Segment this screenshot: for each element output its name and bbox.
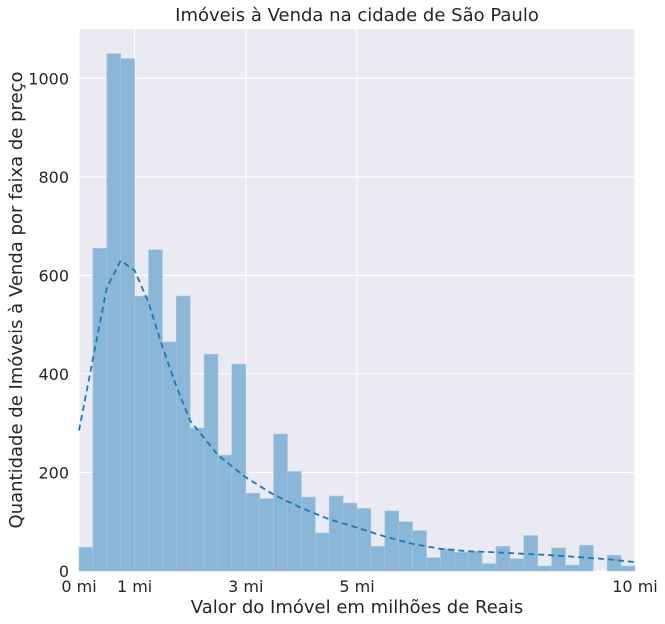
- histogram-bar: [537, 565, 552, 572]
- x-axis-label: Valor do Imóvel em milhões de Reais: [191, 597, 523, 618]
- y-tick-label: 200: [38, 463, 69, 482]
- y-tick-label: 400: [38, 365, 69, 384]
- histogram-bar: [342, 502, 358, 572]
- y-tick-label: 0: [59, 562, 69, 581]
- x-tick-label: 3 mi: [228, 577, 263, 596]
- histogram-bar: [189, 427, 205, 572]
- histogram-bar: [78, 547, 94, 572]
- histogram-bar: [106, 53, 122, 572]
- histogram-bar: [509, 558, 525, 572]
- y-tick-label: 800: [38, 168, 69, 187]
- histogram-bar: [495, 546, 511, 572]
- histogram-bar: [370, 546, 386, 572]
- x-tick-label: 1 mi: [117, 577, 152, 596]
- x-tick-label: 10 mi: [612, 577, 657, 596]
- y-axis-label: Quantidade de Imóveis à Venda por faixa …: [6, 72, 27, 529]
- histogram-bar: [412, 530, 427, 572]
- histogram-bar: [287, 471, 302, 572]
- histogram-bar: [356, 508, 372, 572]
- histogram-bar: [440, 548, 455, 572]
- histogram-bar: [92, 247, 108, 572]
- histogram-bar: [120, 58, 135, 572]
- histogram-bar: [176, 295, 191, 572]
- histogram-bar: [426, 557, 441, 572]
- histogram-bar: [328, 495, 344, 572]
- histogram-bar: [245, 492, 261, 572]
- histogram-bar: [148, 249, 163, 572]
- histogram-bar: [314, 532, 330, 572]
- histogram-bar: [259, 498, 274, 572]
- y-tick-label: 600: [38, 266, 69, 285]
- histogram-bar: [203, 353, 219, 572]
- histogram-bar: [398, 521, 413, 572]
- histogram-bar: [453, 551, 469, 572]
- histogram-bar: [217, 454, 233, 572]
- histogram-bar: [231, 363, 247, 572]
- histogram-bar: [551, 547, 566, 572]
- x-tick-label: 0 mi: [61, 577, 96, 596]
- kde-curve: [78, 259, 636, 563]
- histogram-bar: [273, 433, 288, 572]
- histogram-bar: [467, 550, 483, 572]
- y-axis-ticks: 0 200 400 600 800 1000: [28, 69, 69, 581]
- histogram-bar: [565, 564, 580, 572]
- histogram-bar: [162, 341, 177, 572]
- x-tick-label: 5 mi: [339, 577, 374, 596]
- chart-title: Imóveis à Venda na cidade de São Paulo: [175, 5, 539, 26]
- x-axis-ticks: 0 mi 1 mi 3 mi 5 mi 10 mi: [61, 577, 657, 596]
- histogram-bar: [481, 563, 497, 572]
- histogram-bar: [301, 496, 316, 572]
- histogram-bar: [620, 565, 636, 572]
- y-tick-label: 1000: [28, 69, 69, 88]
- histogram-bars: [78, 53, 636, 572]
- histogram-bar: [134, 295, 149, 572]
- histogram-bar: [606, 554, 622, 572]
- histogram-bar: [384, 510, 399, 572]
